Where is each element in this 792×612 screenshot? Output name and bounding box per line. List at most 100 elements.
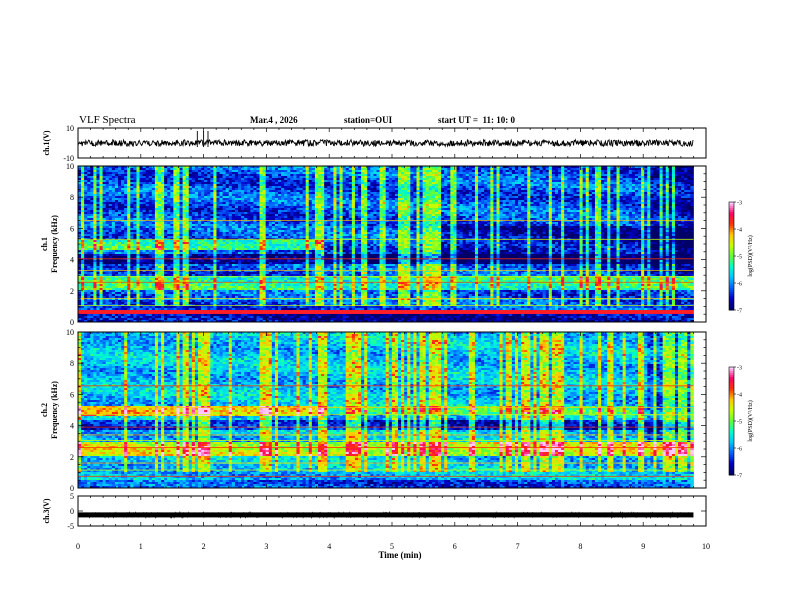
spectrogram-cell (234, 214, 239, 217)
spectrogram-cell (250, 278, 254, 281)
spectrogram-cell (179, 200, 184, 203)
spectrogram-cell (81, 290, 85, 293)
spectrogram-cell (96, 188, 100, 191)
spectrogram-cell (148, 286, 153, 289)
spectrogram-cell (84, 298, 88, 301)
spectrogram-cell (148, 300, 153, 303)
spectrogram-cell (96, 196, 100, 199)
spectrogram-cell (78, 240, 82, 243)
spectrogram-cell (133, 228, 137, 231)
spectrogram-cell (158, 256, 162, 259)
spectrogram-cell (151, 168, 156, 171)
spectrogram-cell (244, 174, 248, 177)
spectrogram-cell (219, 318, 224, 321)
spectrogram-cell (151, 230, 156, 233)
spectrogram-cell (219, 228, 224, 231)
spectrogram-cell (170, 196, 174, 199)
spectrogram-cell (96, 290, 100, 293)
spectrogram-cell (259, 212, 264, 215)
spectrogram-cell (93, 166, 97, 169)
spectrogram-cell (121, 280, 125, 283)
spectrogram-cell (256, 296, 260, 299)
spectrogram-cell (154, 286, 159, 289)
spectrogram-cell (176, 272, 180, 275)
spectrogram-cell (182, 230, 187, 233)
spectrogram-cell (198, 166, 202, 169)
spectrogram-cell (259, 298, 264, 301)
spectrogram-cell (84, 214, 88, 217)
spectrogram-cell (222, 214, 227, 217)
spectrogram-cell (241, 184, 245, 187)
spectrogram-cell (148, 250, 153, 253)
spectrogram-cell (158, 244, 162, 247)
spectrogram-cell (231, 186, 236, 189)
spectrogram-cell (173, 262, 177, 265)
spectrogram-cell (151, 182, 156, 185)
spectrogram-cell (238, 168, 242, 171)
spectrogram-cell (188, 210, 193, 213)
spectrogram-cell (81, 174, 85, 177)
spectrogram-cell (114, 310, 119, 313)
spectrogram-cell (93, 194, 97, 197)
spectrogram-cell (139, 180, 144, 183)
spectrogram-cell (210, 280, 214, 283)
spectrogram-cell (259, 216, 264, 219)
spectrogram-cell (247, 236, 251, 239)
spectrogram-cell (256, 204, 260, 207)
spectrogram-cell (204, 172, 208, 175)
spectrogram-cell (161, 278, 165, 281)
spectrogram-cell (87, 264, 91, 267)
spectrogram-cell (182, 292, 187, 295)
spectrogram-cell (228, 218, 233, 221)
spectrogram-cell (173, 214, 177, 217)
spectrogram-cell (102, 216, 107, 219)
spectrogram-cell (247, 254, 251, 257)
spectrogram-cell (118, 316, 122, 319)
spectrogram-cell (167, 242, 171, 245)
spectrogram-cell (124, 308, 128, 311)
spectrogram-cell (173, 234, 177, 237)
spectrogram-cell (81, 262, 85, 265)
spectrogram-cell (167, 304, 171, 307)
spectrogram-cell (222, 166, 227, 169)
spectrogram-cell (210, 318, 214, 321)
spectrogram-cell (204, 240, 208, 243)
spectrogram-cell (194, 306, 199, 309)
spectrogram-cell (84, 170, 88, 173)
spectrogram-cell (164, 172, 168, 175)
spectrogram-cell (238, 252, 242, 255)
spectrogram-cell (102, 244, 107, 247)
spectrogram-cell (241, 232, 245, 235)
spectrogram-cell (238, 280, 242, 283)
spectrogram-cell (238, 284, 242, 287)
spectrogram-cell (244, 236, 248, 239)
spectrogram-cell (201, 190, 205, 193)
spectrogram-cell (191, 228, 196, 231)
spectrogram-cell (84, 312, 88, 315)
spectrogram-cell (207, 222, 211, 225)
spectrogram-cell (194, 248, 199, 251)
spectrogram-cell (161, 178, 165, 181)
spectrogram-cell (213, 252, 217, 255)
spectrogram-cell (204, 266, 208, 269)
spectrogram-cell (139, 256, 144, 259)
spectrogram-cell (256, 290, 260, 293)
spectrogram-cell (121, 172, 125, 175)
spectrogram-cell (145, 314, 150, 317)
spectrogram-cell (185, 194, 190, 197)
spectrogram-cell (194, 236, 199, 239)
spectrogram-cell (210, 226, 214, 229)
spectrogram-cell (219, 242, 224, 245)
spectrogram-cell (133, 166, 137, 169)
spectrogram-cell (210, 210, 214, 213)
spectrogram-cell (216, 304, 220, 307)
spectrogram-cell (133, 246, 137, 249)
spectrogram-cell (78, 314, 82, 317)
spectrogram-cell (210, 290, 214, 293)
spectrogram-cell (210, 190, 214, 193)
spectrogram-cell (188, 312, 193, 315)
spectrogram-cell (170, 178, 174, 181)
spectrogram-cell (102, 240, 107, 243)
spectrogram-cell (182, 202, 187, 205)
spectrogram-cell (241, 236, 245, 239)
